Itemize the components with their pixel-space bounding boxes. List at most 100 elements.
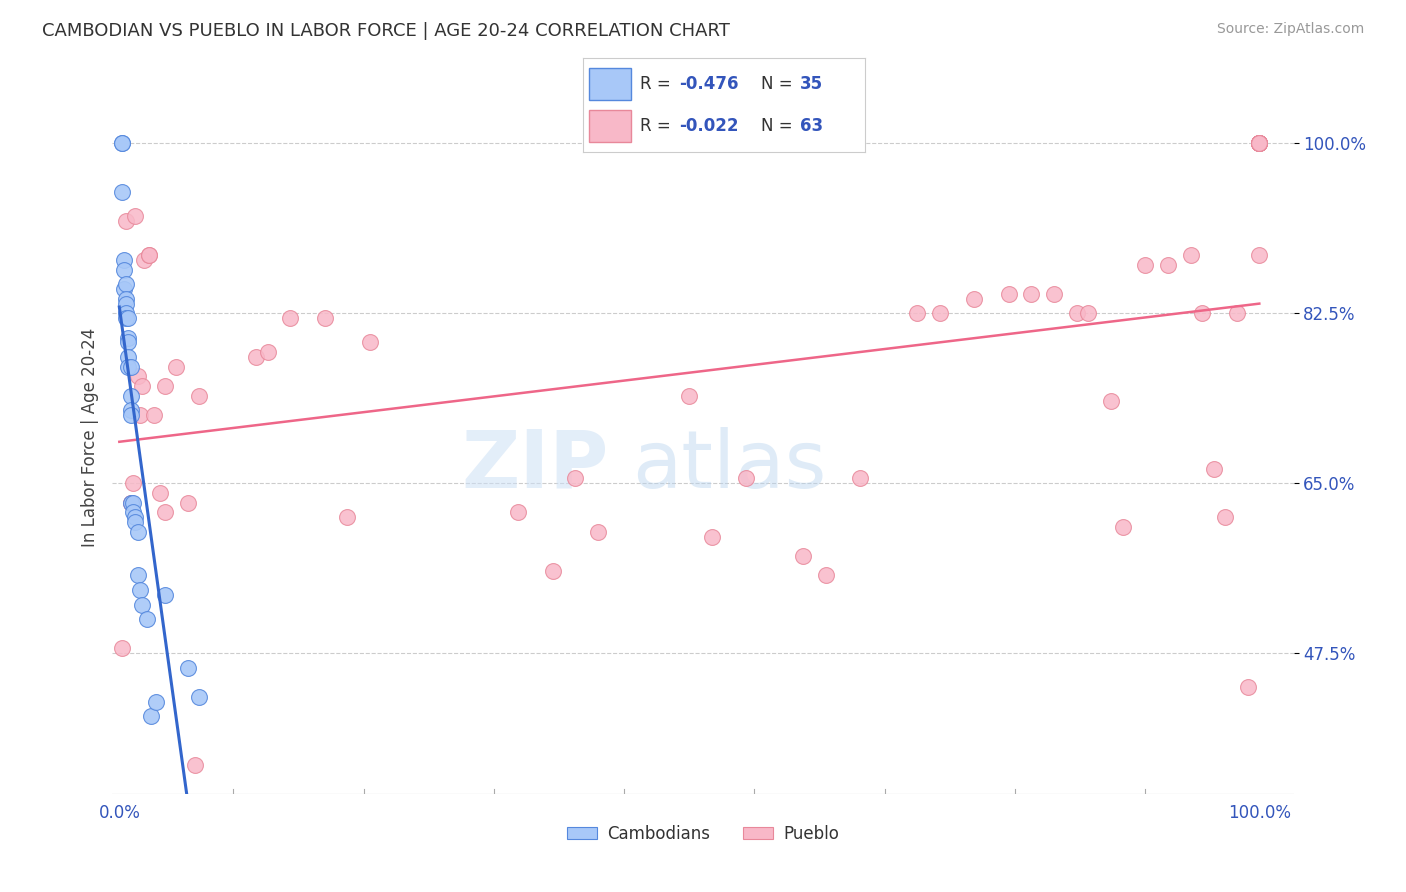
FancyBboxPatch shape [589, 69, 631, 100]
Point [127, 524, 149, 539]
Point [849, 471, 872, 485]
Point [1249, 136, 1271, 151]
Point [124, 510, 146, 524]
Point [1249, 248, 1271, 262]
Point [122, 495, 145, 509]
Point [1191, 306, 1213, 320]
Point [1099, 393, 1122, 408]
Point [792, 549, 814, 563]
Point [122, 505, 145, 519]
Point [110, 136, 132, 151]
Point [278, 311, 301, 326]
Text: Source: ZipAtlas.com: Source: ZipAtlas.com [1216, 22, 1364, 37]
Point [1249, 136, 1271, 151]
Point [815, 568, 838, 582]
Text: R =: R = [640, 118, 676, 136]
Point [115, 306, 138, 320]
Point [115, 214, 138, 228]
Point [1249, 136, 1271, 151]
Point [245, 350, 267, 364]
Text: 63: 63 [800, 118, 823, 136]
Point [117, 330, 139, 344]
Point [110, 185, 132, 199]
Point [586, 524, 609, 539]
Point [120, 403, 142, 417]
Point [112, 262, 135, 277]
Point [124, 515, 146, 529]
Point [905, 306, 928, 320]
Point [508, 505, 530, 519]
Text: N =: N = [761, 118, 797, 136]
Point [1111, 520, 1133, 534]
Point [110, 136, 132, 151]
Point [1077, 306, 1099, 320]
Point [1180, 248, 1202, 262]
Point [153, 588, 176, 602]
Point [138, 248, 160, 262]
Point [929, 306, 952, 320]
Point [188, 690, 211, 704]
Point [110, 641, 132, 656]
Point [120, 359, 142, 374]
Text: ZIP: ZIP [461, 426, 609, 505]
Point [700, 530, 723, 544]
FancyBboxPatch shape [589, 111, 631, 142]
Point [112, 252, 135, 267]
Point [1157, 258, 1180, 272]
Point [188, 389, 211, 403]
Point [112, 282, 135, 296]
Point [1066, 306, 1088, 320]
Point [117, 311, 139, 326]
Point [678, 389, 700, 403]
Point [1237, 680, 1260, 694]
Point [1249, 136, 1271, 151]
Point [115, 311, 138, 326]
Legend: Cambodians, Pueblo: Cambodians, Pueblo [560, 819, 846, 850]
Point [165, 359, 187, 374]
Point [541, 564, 564, 578]
Point [117, 335, 139, 350]
Point [997, 286, 1019, 301]
Point [134, 252, 156, 267]
Point [1249, 136, 1271, 151]
Text: 35: 35 [800, 75, 823, 93]
Point [131, 598, 153, 612]
Point [115, 296, 138, 310]
Point [120, 389, 142, 403]
Point [963, 292, 986, 306]
Point [1225, 306, 1247, 320]
Point [135, 612, 157, 626]
Point [141, 709, 163, 723]
Point [153, 505, 176, 519]
Point [115, 277, 138, 292]
Point [1249, 136, 1271, 151]
Point [1135, 258, 1157, 272]
Point [564, 471, 586, 485]
Point [120, 409, 142, 423]
Point [149, 486, 172, 500]
Text: N =: N = [761, 75, 797, 93]
Point [117, 359, 139, 374]
Point [138, 248, 160, 262]
Point [183, 757, 205, 772]
Point [1043, 286, 1066, 301]
Text: -0.022: -0.022 [679, 118, 738, 136]
Point [120, 495, 142, 509]
Point [177, 495, 200, 509]
Point [131, 379, 153, 393]
Text: CAMBODIAN VS PUEBLO IN LABOR FORCE | AGE 20-24 CORRELATION CHART: CAMBODIAN VS PUEBLO IN LABOR FORCE | AGE… [42, 22, 730, 40]
Point [1021, 286, 1043, 301]
Point [153, 379, 176, 393]
Point [127, 369, 149, 384]
Point [128, 409, 150, 423]
Text: R =: R = [640, 75, 676, 93]
Text: atlas: atlas [633, 426, 827, 505]
Point [1202, 461, 1225, 475]
Point [120, 495, 142, 509]
Point [177, 661, 200, 675]
Point [145, 695, 167, 709]
Point [124, 209, 146, 223]
Point [256, 345, 278, 359]
Point [120, 495, 142, 509]
Point [1249, 136, 1271, 151]
